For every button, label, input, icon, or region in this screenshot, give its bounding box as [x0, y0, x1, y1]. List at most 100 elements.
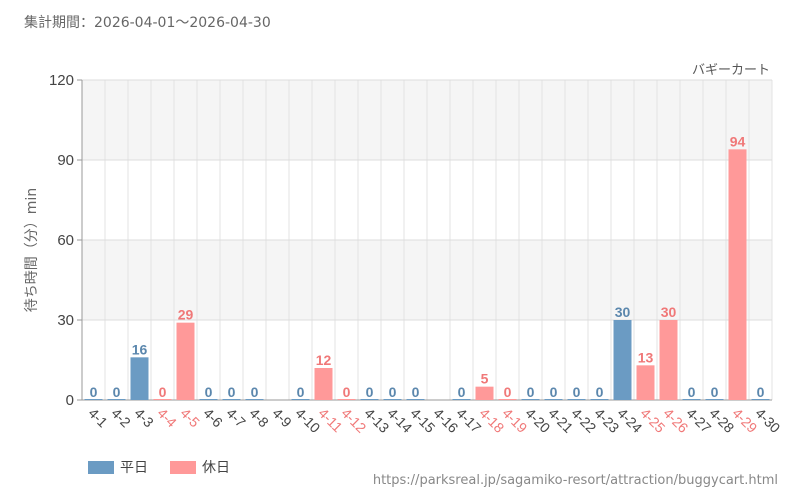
value-label-4-26: 30 — [661, 304, 677, 320]
value-label-4-12: 0 — [343, 384, 351, 400]
bar-4-20 — [521, 399, 540, 400]
bar-4-17 — [452, 399, 471, 400]
value-label-4-5: 29 — [178, 307, 194, 323]
bar-4-24 — [613, 320, 632, 400]
x-tick-label-4-8: 4-8 — [246, 405, 272, 431]
x-tick-label-4-11: 4-11 — [315, 405, 346, 436]
value-label-4-29: 94 — [730, 133, 746, 149]
period-label: 集計期間：2026-04-01～2026-04-30 — [24, 15, 271, 31]
x-tick-label-4-26: 4-26 — [660, 405, 691, 436]
legend-item-weekday[interactable]: 平日 — [88, 457, 148, 477]
x-tick-label-4-3: 4-3 — [131, 405, 157, 431]
x-tick-label-4-9: 4-9 — [269, 405, 295, 431]
bar-4-11 — [314, 368, 333, 400]
y-axis-title: 待ち時間（分）min — [24, 188, 40, 312]
bar-4-15 — [406, 399, 425, 400]
x-tick-label-4-15: 4-15 — [407, 405, 438, 436]
value-label-4-7: 0 — [228, 384, 236, 400]
value-label-4-6: 0 — [205, 384, 213, 400]
bar-4-12 — [337, 399, 356, 400]
bar-4-14 — [383, 399, 402, 400]
value-label-4-22: 0 — [573, 384, 581, 400]
value-label-4-2: 0 — [113, 384, 121, 400]
x-tick-label-4-24: 4-24 — [614, 405, 645, 436]
bar-4-18 — [475, 386, 494, 400]
x-tick-label-4-14: 4-14 — [384, 405, 415, 436]
bar-4-22 — [567, 399, 586, 400]
x-tick-label-4-12: 4-12 — [338, 405, 369, 436]
x-tick-label-4-16: 4-16 — [430, 405, 461, 436]
x-tick-label-4-30: 4-30 — [752, 405, 783, 436]
x-tick-label-4-13: 4-13 — [361, 405, 392, 436]
value-label-4-28: 0 — [711, 384, 719, 400]
value-label-4-20: 0 — [527, 384, 535, 400]
x-tick-label-4-21: 4-21 — [545, 405, 576, 436]
bar-4-2 — [107, 399, 126, 400]
value-label-4-17: 0 — [458, 384, 466, 400]
y-tick-label: 30 — [57, 312, 74, 329]
value-label-4-24: 30 — [615, 304, 631, 320]
legend-label-weekday: 平日 — [120, 460, 148, 476]
x-tick-label-4-5: 4-5 — [177, 405, 203, 431]
bar-4-27 — [682, 399, 701, 400]
bar-4-29 — [728, 149, 747, 400]
x-tick-label-4-29: 4-29 — [729, 405, 760, 436]
x-tick-label-4-2: 4-2 — [108, 405, 134, 431]
bar-4-7 — [222, 399, 241, 400]
y-tick-label: 60 — [57, 232, 74, 249]
chart-title: バギーカート — [692, 63, 770, 78]
bar-4-6 — [199, 399, 218, 400]
value-label-4-18: 5 — [481, 371, 489, 387]
bar-4-21 — [544, 399, 563, 400]
value-label-4-10: 0 — [297, 384, 305, 400]
bar-4-3 — [130, 357, 149, 400]
value-label-4-3: 16 — [132, 341, 148, 357]
bar-4-25 — [636, 365, 655, 400]
bar-4-5 — [176, 322, 195, 400]
bar-4-13 — [360, 399, 379, 400]
x-tick-label-4-4: 4-4 — [154, 405, 180, 431]
value-label-4-25: 13 — [638, 349, 654, 365]
y-tick-label: 120 — [49, 72, 74, 89]
x-tick-label-4-25: 4-25 — [637, 405, 668, 436]
x-tick-label-4-27: 4-27 — [683, 405, 714, 436]
bar-4-19 — [498, 399, 517, 400]
value-label-4-1: 0 — [90, 384, 98, 400]
bar-4-10 — [291, 399, 310, 400]
value-label-4-14: 0 — [389, 384, 397, 400]
source-url[interactable]: https://parksreal.jp/sagamiko-resort/att… — [372, 473, 778, 488]
bar-4-8 — [245, 399, 264, 400]
legend-swatch-holiday — [170, 460, 196, 474]
legend-item-holiday[interactable]: 休日 — [170, 457, 230, 477]
x-tick-label-4-6: 4-6 — [200, 405, 226, 431]
value-label-4-4: 0 — [159, 384, 167, 400]
x-tick-label-4-17: 4-17 — [453, 405, 484, 436]
x-tick-label-4-1: 4-1 — [85, 405, 111, 431]
legend-swatch-weekday — [88, 460, 114, 474]
bar-4-30 — [751, 399, 770, 400]
x-tick-label-4-23: 4-23 — [591, 405, 622, 436]
x-tick-label-4-7: 4-7 — [223, 405, 249, 431]
x-tick-label-4-22: 4-22 — [568, 405, 599, 436]
value-label-4-21: 0 — [550, 384, 558, 400]
x-tick-label-4-10: 4-10 — [292, 405, 323, 436]
value-label-4-23: 0 — [596, 384, 604, 400]
x-tick-label-4-19: 4-19 — [499, 405, 530, 436]
y-tick-label: 0 — [66, 392, 74, 409]
x-tick-label-4-20: 4-20 — [522, 405, 553, 436]
bar-4-23 — [590, 399, 609, 400]
x-tick-label-4-18: 4-18 — [476, 405, 507, 436]
bar-4-28 — [705, 399, 724, 400]
bar-4-4 — [153, 399, 172, 400]
value-label-4-13: 0 — [366, 384, 374, 400]
value-label-4-11: 12 — [316, 352, 332, 368]
y-tick-label: 90 — [57, 152, 74, 169]
legend: 平日 休日 — [88, 457, 230, 477]
legend-label-holiday: 休日 — [202, 460, 230, 476]
x-tick-label-4-28: 4-28 — [706, 405, 737, 436]
value-label-4-30: 0 — [757, 384, 765, 400]
value-label-4-19: 0 — [504, 384, 512, 400]
value-label-4-15: 0 — [412, 384, 420, 400]
bar-4-26 — [659, 320, 678, 400]
